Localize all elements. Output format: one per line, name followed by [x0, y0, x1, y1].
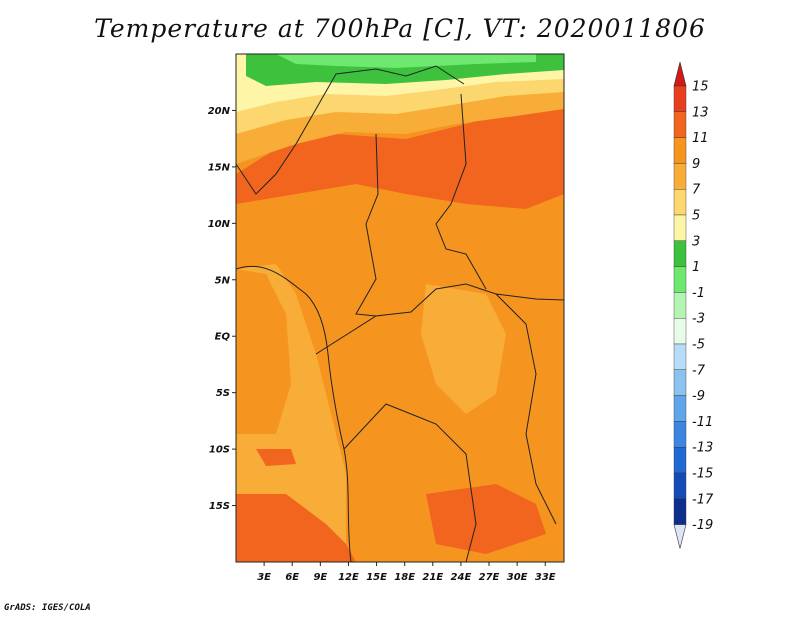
colorbar-over-triangle	[673, 61, 687, 87]
colorbar-bin	[673, 472, 687, 499]
lat-tick-label: 10N	[208, 219, 231, 230]
colorbar-level-label: -15	[692, 467, 713, 482]
map-frame	[235, 53, 565, 563]
colorbar-level-label: -7	[692, 363, 706, 378]
colorbar-bins	[673, 61, 687, 549]
map-field	[236, 54, 564, 562]
colorbar-bin	[673, 447, 687, 474]
latitude-axis: 20N 15N 10N 5N EQ 5S 10S 15S	[208, 106, 236, 512]
colorbar-bin	[673, 421, 687, 448]
colorbar-bin	[673, 111, 687, 138]
colorbar-bin	[673, 163, 687, 190]
field-zone-11-13-se	[426, 484, 546, 554]
border-niger-chad	[355, 133, 379, 317]
colorbar-level-label: 11	[692, 131, 709, 146]
lat-tick-label: 10S	[209, 445, 230, 456]
lon-tick-label: 15E	[366, 572, 387, 583]
colorbar-level-label: 5	[692, 209, 700, 224]
colorbar-bin	[673, 369, 687, 396]
lon-tick-label: 21E	[422, 572, 443, 583]
border-chad-sudan	[435, 93, 487, 290]
lat-tick-label: 5N	[215, 275, 231, 286]
colorbar-bin	[673, 395, 687, 422]
lon-tick-label: 6E	[285, 572, 299, 583]
colorbar-bin	[673, 85, 687, 112]
colorbar-level-label: -9	[692, 389, 705, 404]
field-zone-11-13-sw	[236, 494, 356, 562]
field-zone-11-13-sahel	[236, 94, 564, 209]
political-borders	[235, 65, 565, 563]
colorbar-level-label: 1	[692, 260, 700, 275]
lat-tick-label: EQ	[215, 332, 231, 343]
colorbar-level-label: -1	[692, 286, 705, 301]
field-zone-m1-1-north	[276, 54, 536, 68]
temperature-map: 20N 15N 10N 5N EQ 5S 10S 15S 3E 6E 9E 12E 15E 18E 21E…	[208, 53, 565, 583]
coastline	[235, 265, 352, 563]
colorbar-level-label: 7	[692, 183, 701, 198]
colorbar-level-label: -5	[692, 338, 705, 353]
lon-tick-label: 30E	[507, 572, 528, 583]
border-central	[315, 283, 565, 355]
colorbar-level-label: -3	[692, 312, 705, 327]
colorbar-bin	[673, 318, 687, 345]
colorbar-bin	[673, 292, 687, 319]
field-zone-9-11-coast	[236, 269, 291, 434]
grads-credit: GrADS: IGES/COLA	[4, 603, 91, 613]
border-drc-south	[343, 403, 477, 563]
colorbar-level-label: -11	[692, 415, 713, 430]
colorbar-level-label: 3	[692, 234, 700, 249]
colorbar-level-label: 9	[692, 157, 700, 172]
field-zone-7-9-central	[421, 284, 506, 414]
colorbar-bin	[673, 266, 687, 293]
lat-tick-label: 5S	[216, 388, 230, 399]
lon-tick-label: 24E	[451, 572, 472, 583]
lon-tick-label: 3E	[257, 572, 271, 583]
colorbar-bin	[673, 498, 687, 525]
colorbar-level-label: -17	[692, 492, 714, 507]
colorbar-bin	[673, 188, 687, 216]
colorbar-bin	[673, 214, 687, 241]
field-zone-11-13-sw2	[256, 449, 296, 466]
lon-tick-label: 18E	[394, 572, 415, 583]
colorbar-bin	[673, 343, 687, 370]
lon-tick-label: 27E	[479, 572, 500, 583]
colorbar-level-label: -19	[692, 518, 713, 533]
lat-tick-label: 15N	[208, 162, 231, 173]
colorbar-bin	[673, 240, 687, 267]
lat-tick-label: 20N	[208, 106, 231, 117]
border-nw	[235, 143, 297, 195]
colorbar-bin	[673, 137, 687, 164]
longitude-axis: 3E 6E 9E 12E 15E 18E 21E 24E 27E 30E 33E	[257, 562, 556, 583]
colorbar-labels: 15 13 11 9 7 5 3 1 -1 -3 -5 -7 -9 -11 -13 -15 -17 -19	[692, 80, 714, 534]
lon-tick-label: 9E	[313, 572, 327, 583]
border-north	[295, 65, 465, 145]
lon-tick-label: 33E	[535, 572, 556, 583]
lat-tick-label: 15S	[209, 501, 230, 512]
colorbar: 15 13 11 9 7 5 3 1 -1 -3 -5 -7 -9 -11 -13 -15 -17 -19	[673, 61, 714, 549]
map-title: Temperature at 700hPa [C], VT: 202001180…	[94, 14, 706, 43]
border-east	[495, 293, 557, 525]
colorbar-level-label: -13	[692, 441, 713, 456]
colorbar-level-label: 13	[692, 105, 709, 120]
colorbar-under-triangle	[673, 524, 687, 549]
lon-tick-label: 12E	[338, 572, 359, 583]
colorbar-level-label: 15	[692, 80, 709, 95]
